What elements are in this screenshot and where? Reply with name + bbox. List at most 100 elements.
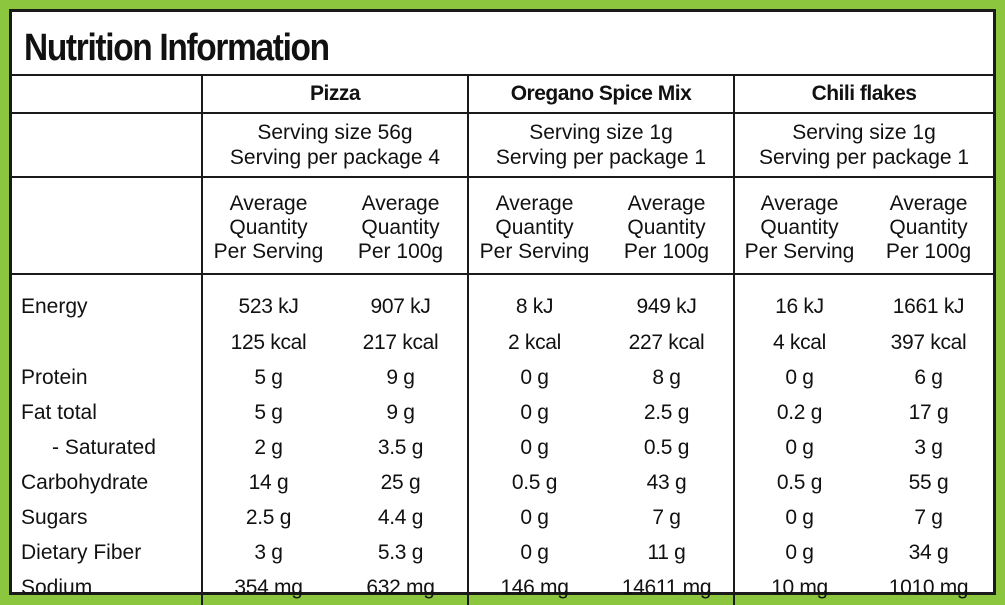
header-line: Quantity [361, 215, 440, 239]
value-per-100g: 1010 mg [888, 575, 969, 599]
value-per-serving: 5 g [201, 395, 334, 430]
product-name: Oregano Spice Mix [467, 74, 734, 113]
nutrient-label: - Saturated [52, 435, 156, 459]
nutrient-label: Fat total [21, 400, 97, 424]
value-per-100g: 8 g [652, 365, 681, 389]
value-per-100g: 5.3 g [377, 540, 424, 564]
servings-per-package: Serving per package 1 [758, 146, 970, 169]
avg-per-100g-header: Average Quantity Per 100g [600, 176, 734, 274]
value-per-100g: 14611 mg [621, 575, 712, 599]
value-per-100g: 3 g [914, 435, 943, 459]
nutrient-row: Energy 523 kJ 907 kJ 8 kJ 949 kJ 16 kJ 1661 kJ [12, 273, 994, 325]
value-per-100g: 17 g [908, 400, 949, 424]
serving-info-row: Serving size 56g Serving per package 4 S… [12, 112, 994, 177]
nutrient-row: Protein 5 g 9 g 0 g 8 g 0 g 6 g [12, 360, 993, 395]
value-per-100g: 11 g [647, 540, 686, 564]
value-per-serving: 0 g [467, 500, 600, 535]
nutrient-label: Protein [21, 365, 88, 389]
value-per-serving: 16 kJ [733, 273, 864, 325]
nutrient-label [12, 325, 202, 360]
header-line: Per 100g [885, 239, 972, 263]
value-per-serving: 0 g [467, 395, 600, 430]
value-per-serving: 4 kcal [733, 325, 864, 360]
header-line: Per Serving [213, 239, 324, 263]
avg-per-serving-header: Average Quantity Per Serving [201, 176, 334, 274]
header-line: Per 100g [357, 239, 444, 263]
value-per-100g: 34 g [908, 540, 949, 564]
value-per-serving: 0 g [733, 360, 864, 395]
avg-per-serving-header: Average Quantity Per Serving [467, 176, 600, 274]
servings-per-package: Serving per package 1 [495, 146, 707, 169]
value-per-100g: 632 mg [366, 575, 435, 599]
nutrient-row: - Saturated 2 g 3.5 g 0 g 0.5 g 0 g 3 g [12, 430, 993, 465]
value-per-100g: 6 g [914, 365, 943, 389]
value-per-100g: 907 kJ [334, 273, 468, 325]
product-name: Pizza [201, 74, 468, 113]
panel-title: Nutrition Information [24, 27, 330, 69]
value-per-100g: 2.5 g [643, 400, 690, 424]
value-per-100g: 7 g [652, 505, 681, 529]
header-line: Average [627, 191, 706, 215]
servings-per-package: Serving per package 4 [229, 146, 441, 169]
avg-per-100g-header: Average Quantity Per 100g [864, 176, 994, 274]
value-per-100g: 397 kcal [890, 330, 967, 354]
value-per-100g: 25 g [380, 470, 421, 494]
nutrition-table: Pizza Oregano Spice Mix Chili flakes Ser… [12, 74, 994, 605]
value-per-serving: 0 g [733, 500, 864, 535]
serving-size: Serving size 1g [792, 121, 936, 144]
serving-info: Serving size 56g Serving per package 4 [201, 112, 468, 177]
value-per-serving: 8 kJ [467, 273, 600, 325]
value-per-100g: 55 g [908, 470, 949, 494]
nutrient-row: 125 kcal 217 kcal 2 kcal 227 kcal 4 kcal 397 … [12, 325, 993, 360]
nutrient-row: Sodium 354 mg 632 mg 146 mg 14611 mg 10 mg 101… [12, 570, 993, 605]
header-line: Average [495, 191, 574, 215]
header-line: Quantity [627, 215, 706, 239]
nutrient-label: Carbohydrate [21, 470, 149, 494]
value-per-serving: 0.5 g [467, 465, 600, 500]
nutrient-row: Sugars 2.5 g 4.4 g 0 g 7 g 0 g 7 g [12, 500, 993, 535]
value-per-serving: 2 kcal [467, 325, 600, 360]
value-per-100g: 9 g [386, 365, 415, 389]
value-per-serving: 523 kJ [201, 273, 334, 325]
value-per-100g: 1661 kJ [864, 273, 994, 325]
nutrient-label: Sugars [21, 505, 88, 529]
header-line: Average [760, 191, 839, 215]
nutrient-label: Energy [12, 273, 202, 325]
nutrition-panel: Nutrition Information Pizza Oregano Spic… [9, 9, 996, 605]
value-per-serving: 125 kcal [201, 325, 334, 360]
nutrient-label: Sodium [21, 575, 93, 599]
serving-size: Serving size 56g [257, 121, 413, 144]
value-per-serving: 10 mg [733, 570, 864, 605]
value-per-serving: 2.5 g [201, 500, 334, 535]
nutrient-label: Dietary Fiber [21, 540, 142, 564]
empty-header-cell [12, 74, 202, 113]
value-per-serving: 5 g [201, 360, 334, 395]
product-name: Chili flakes [732, 74, 994, 113]
value-per-100g: 227 kcal [628, 330, 705, 354]
serving-info: Serving size 1g Serving per package 1 [732, 112, 994, 177]
nutrient-row: Carbohydrate 14 g 25 g 0.5 g 43 g 0.5 g 55 g [12, 465, 993, 500]
header-line: Average [889, 191, 968, 215]
value-per-serving: 0 g [467, 430, 600, 465]
value-per-100g: 0.5 g [643, 435, 690, 459]
value-per-serving: 0.5 g [733, 465, 864, 500]
value-per-serving: 0.2 g [733, 395, 864, 430]
header-line: Quantity [229, 215, 308, 239]
serving-info: Serving size 1g Serving per package 1 [467, 112, 734, 177]
value-per-serving: 3 g [201, 535, 334, 570]
value-per-serving: 0 g [467, 535, 600, 570]
header-line: Per 100g [623, 239, 710, 263]
header-line: Quantity [495, 215, 574, 239]
avg-per-100g-header: Average Quantity Per 100g [334, 176, 468, 274]
empty-header-cell [12, 112, 202, 177]
value-per-serving: 354 mg [201, 570, 334, 605]
header-line: Quantity [760, 215, 839, 239]
value-per-100g: 4.4 g [377, 505, 424, 529]
value-per-serving: 0 g [733, 430, 864, 465]
value-per-serving: 2 g [201, 430, 334, 465]
value-per-serving: 0 g [467, 360, 600, 395]
value-per-serving: 14 g [201, 465, 334, 500]
value-per-100g: 9 g [386, 400, 415, 424]
value-per-100g: 3.5 g [377, 435, 424, 459]
value-per-100g: 7 g [914, 505, 943, 529]
